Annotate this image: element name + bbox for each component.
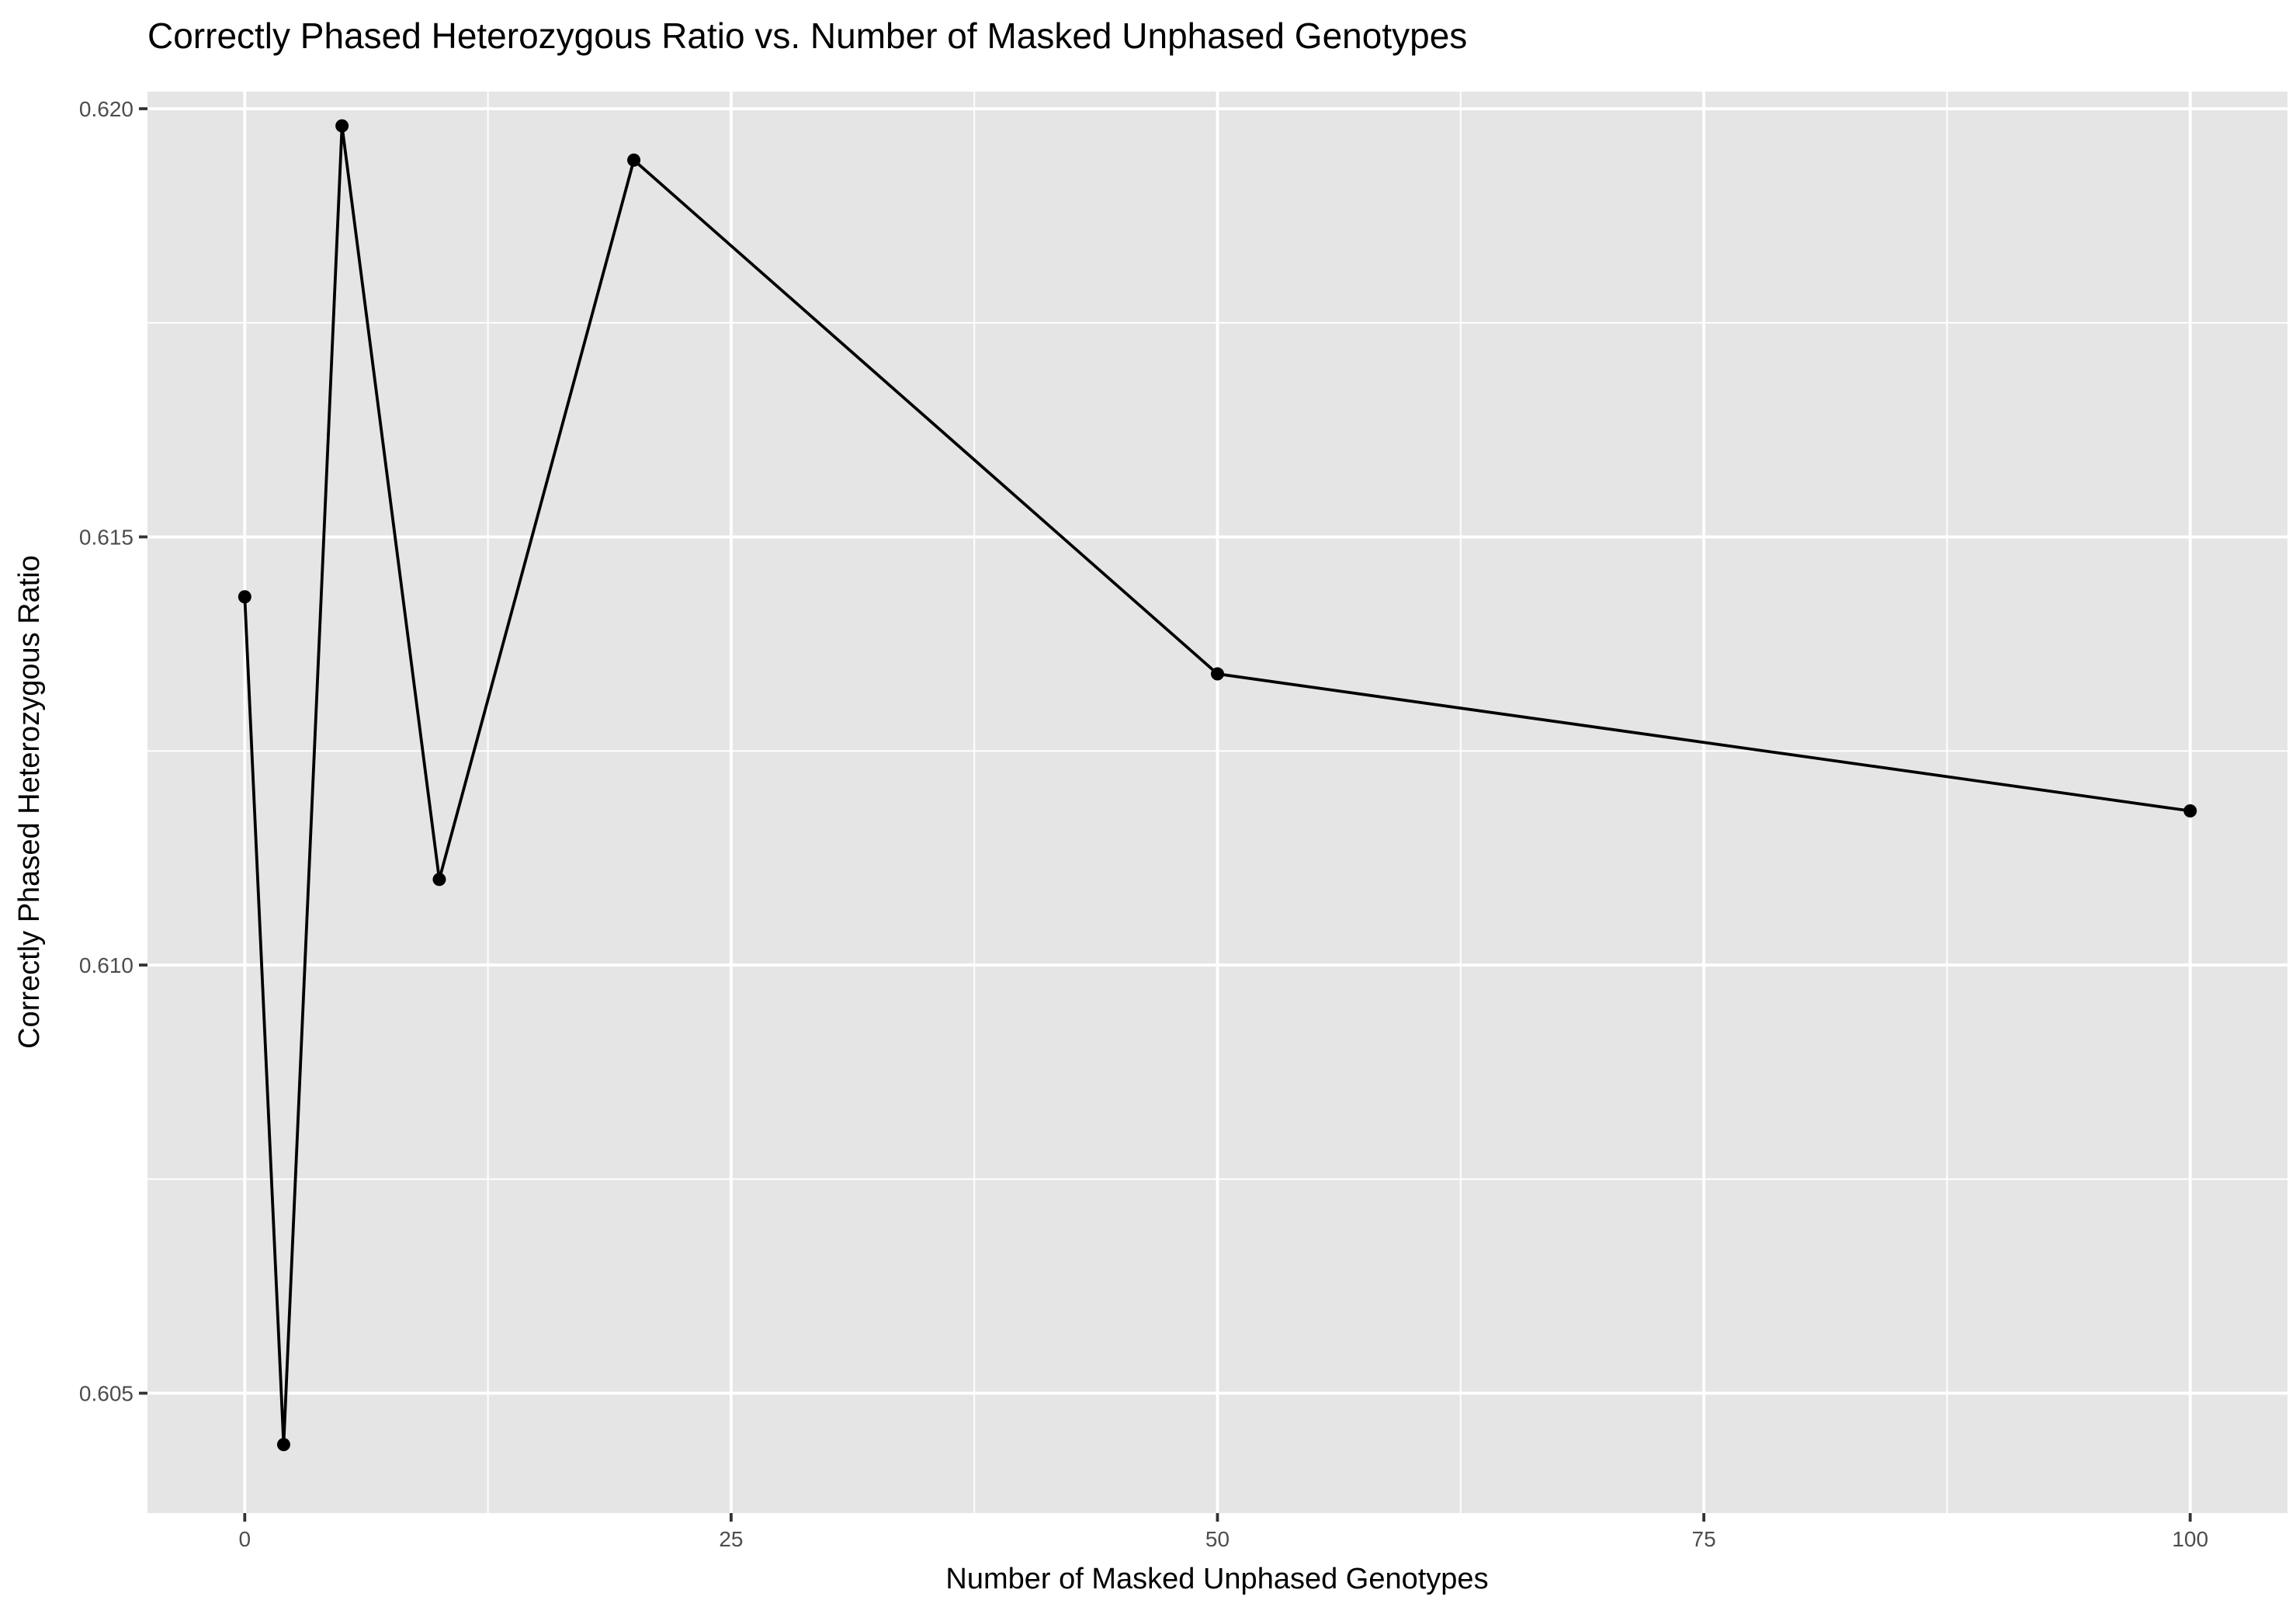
x-tick-label: 75 [1692, 1527, 1716, 1551]
y-tick-label: 0.620 [79, 97, 134, 121]
chart-title: Correctly Phased Heterozygous Ratio vs. … [147, 16, 1467, 56]
x-tick-label: 0 [239, 1527, 251, 1551]
data-point [627, 153, 641, 167]
axes: 0 25 50 75 100 0.605 0.610 0.615 0.620 [79, 97, 2208, 1551]
x-tick-label: 100 [2172, 1527, 2208, 1551]
data-point [1211, 667, 1224, 681]
grid-lines [147, 92, 2287, 1513]
data-point [432, 873, 446, 887]
x-tick-label: 50 [1205, 1527, 1230, 1551]
y-tick-label: 0.610 [79, 953, 134, 977]
data-point [276, 1438, 290, 1452]
y-axis-title: Correctly Phased Heterozygous Ratio [13, 555, 46, 1049]
data-point [335, 119, 349, 133]
x-axis-title: Number of Masked Unphased Genotypes [945, 1563, 1488, 1595]
x-tick-label: 25 [719, 1527, 743, 1551]
data-series [238, 119, 2197, 1452]
data-point [2183, 804, 2197, 818]
y-tick-label: 0.615 [79, 526, 134, 550]
y-tick-label: 0.605 [79, 1382, 134, 1406]
data-point [238, 590, 251, 604]
